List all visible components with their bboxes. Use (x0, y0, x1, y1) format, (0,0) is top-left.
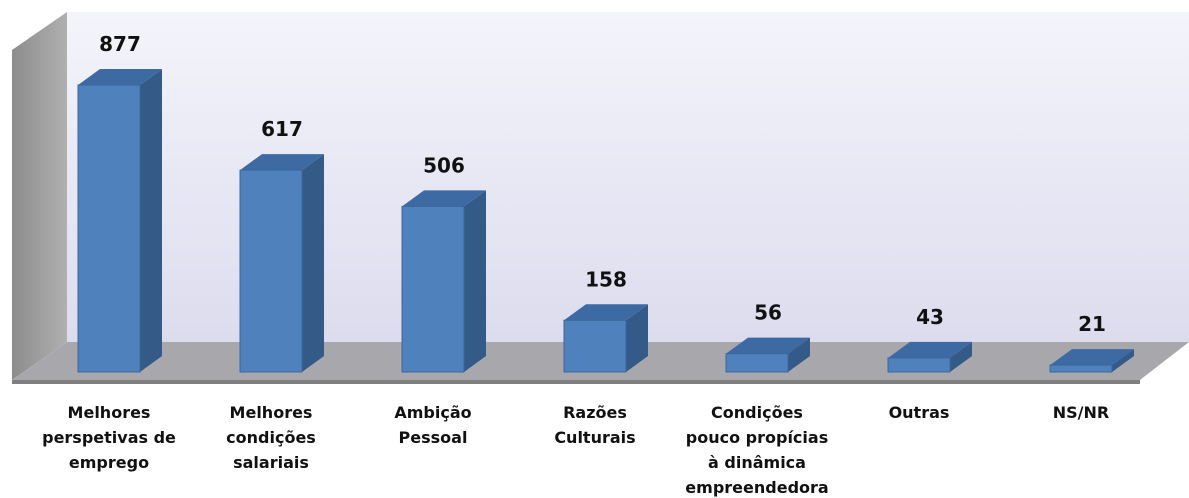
x-tick-label: Ambição Pessoal (394, 403, 472, 447)
bar-top (564, 304, 648, 321)
value-label: 877 (99, 32, 141, 56)
bar (563, 319, 627, 373)
bar-top (402, 190, 486, 207)
value-label: 43 (916, 305, 944, 329)
value-label: 21 (1078, 312, 1106, 336)
bar-side (950, 341, 972, 372)
bar-side (302, 154, 324, 372)
bar (77, 84, 141, 373)
side-wall (12, 12, 67, 380)
bar-side (464, 190, 486, 372)
value-label: 506 (423, 153, 465, 177)
x-tick-label: NS/NR (1052, 403, 1110, 422)
x-tick-label: Melhores condições salariais (226, 403, 316, 472)
bar-top (1050, 349, 1134, 366)
x-tick-label: Razões Culturais (554, 403, 636, 447)
bar (887, 357, 951, 373)
value-label: 617 (261, 117, 303, 141)
bar-top (726, 337, 810, 354)
x-tick-label: Condições pouco propícias à dinâmica emp… (685, 403, 829, 497)
bar-top (888, 341, 972, 358)
floor-edge (12, 380, 1140, 384)
bar (239, 169, 303, 373)
value-label: 158 (585, 267, 627, 291)
bar-top (240, 154, 324, 171)
bar-side (626, 304, 648, 372)
x-tick-label: Melhores perspetivas de emprego (42, 403, 176, 472)
x-tick-label: Outras (888, 403, 950, 422)
bar-top (78, 69, 162, 85)
bar (1049, 364, 1113, 373)
bar-side (1112, 349, 1134, 372)
bar-side (140, 69, 162, 372)
bar (401, 205, 465, 373)
value-label: 56 (754, 301, 782, 325)
back-wall (67, 12, 1189, 342)
bar-side (788, 337, 810, 372)
bar (725, 353, 789, 373)
